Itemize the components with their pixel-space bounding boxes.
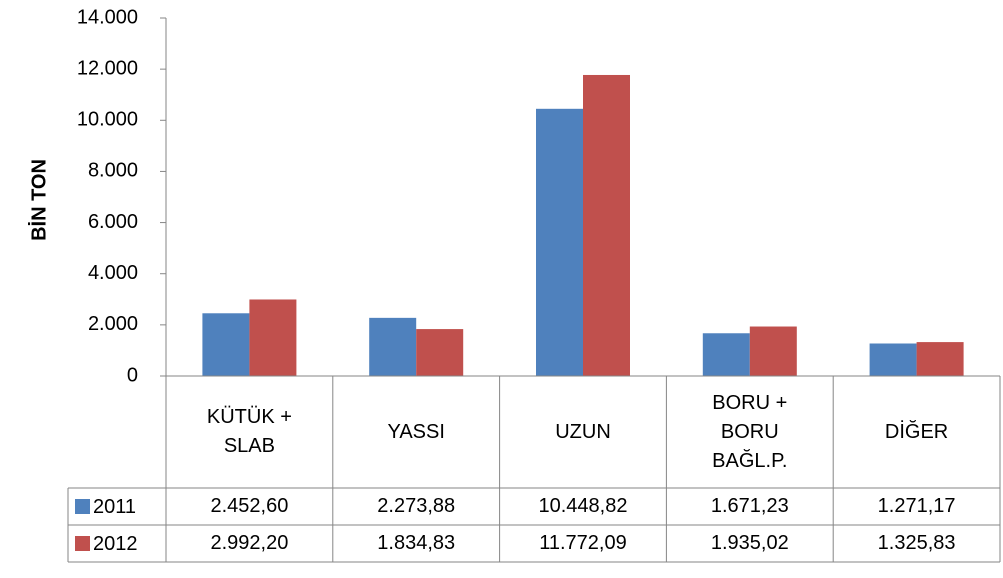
data-label: 1.935,02 bbox=[710, 532, 789, 554]
data-label: 1.671,23 bbox=[710, 495, 789, 517]
x-tick-label: YASSI bbox=[387, 420, 445, 443]
data-label: 1.271,17 bbox=[877, 495, 956, 517]
bar bbox=[536, 108, 583, 376]
bar bbox=[416, 329, 464, 376]
legend-label: 2012 bbox=[93, 533, 138, 555]
y-tick-label: 2.000 bbox=[88, 313, 138, 335]
data-label: 2.992,20 bbox=[210, 532, 289, 554]
y-tick-label: 4.000 bbox=[88, 262, 138, 284]
bar bbox=[869, 343, 917, 376]
data-label: 2.273,88 bbox=[377, 495, 456, 517]
x-tick-label: BORU + BORU BAĞL.P. bbox=[712, 391, 788, 472]
y-tick-label: 14.000 bbox=[77, 6, 138, 28]
bar bbox=[249, 299, 297, 376]
bar bbox=[583, 74, 630, 377]
bar bbox=[702, 333, 750, 376]
x-tick-label: KÜTÜK + SLAB bbox=[206, 406, 292, 457]
data-label: 1.834,83 bbox=[377, 532, 456, 554]
y-axis-label: BİN TON bbox=[27, 159, 50, 241]
bar bbox=[916, 342, 964, 376]
y-tick-label: 6.000 bbox=[88, 211, 138, 233]
y-tick-label: 10.000 bbox=[77, 109, 138, 131]
x-tick-label: DİĞER bbox=[884, 420, 949, 443]
legend-swatch bbox=[75, 499, 90, 514]
data-label: 1.325,83 bbox=[877, 532, 956, 554]
legend-label: 2011 bbox=[93, 496, 136, 518]
x-tick-label: UZUN bbox=[555, 420, 611, 443]
y-tick-label: 0 bbox=[127, 364, 138, 386]
bar bbox=[202, 313, 250, 376]
data-label: 2.452,60 bbox=[210, 495, 289, 517]
legend-swatch bbox=[75, 536, 90, 551]
data-label: 11.772,09 bbox=[539, 532, 627, 554]
y-tick-label: 8.000 bbox=[88, 160, 138, 182]
bar bbox=[749, 326, 797, 376]
data-label: 10.448,82 bbox=[538, 495, 628, 517]
bar bbox=[369, 317, 417, 376]
y-tick-label: 12.000 bbox=[77, 57, 138, 79]
